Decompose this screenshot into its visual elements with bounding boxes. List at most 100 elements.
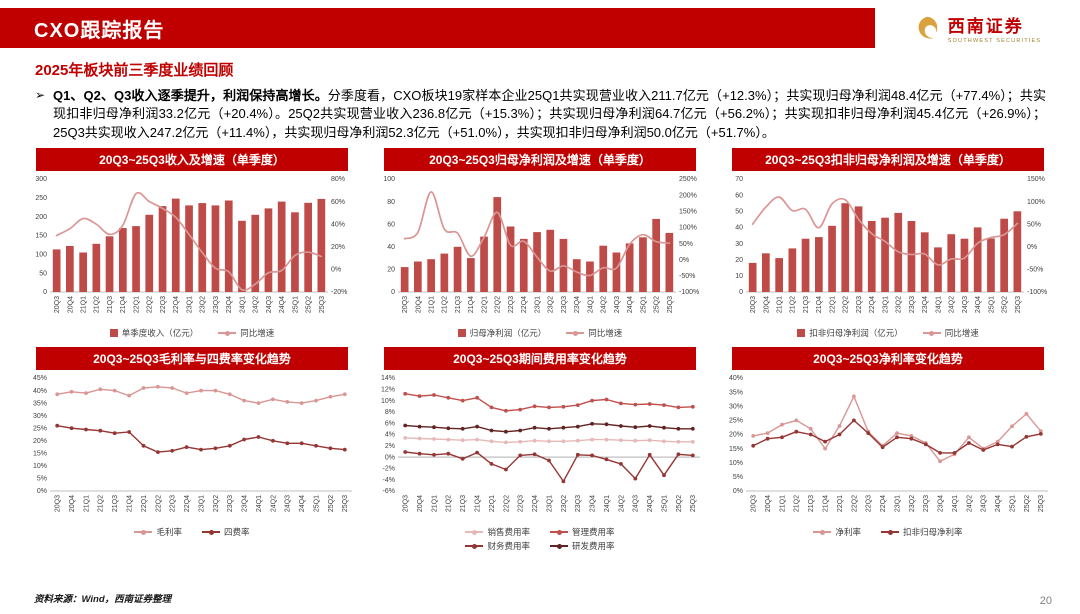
legend-label: 扣非归母净利率 <box>903 527 963 538</box>
svg-text:25%: 25% <box>729 418 743 425</box>
svg-text:23Q3: 23Q3 <box>923 495 930 512</box>
chart-title-expense-ratio: 20Q3~25Q3期间费用率变化趋势 <box>384 347 696 371</box>
svg-text:22Q4: 22Q4 <box>521 296 528 313</box>
svg-text:23Q1: 23Q1 <box>894 495 901 512</box>
legend-line-dot <box>819 529 825 535</box>
svg-text:21Q3: 21Q3 <box>803 296 810 313</box>
svg-text:0%: 0% <box>331 267 341 274</box>
legend-item: 管理费用率 <box>550 526 615 538</box>
svg-text:20Q3: 20Q3 <box>55 495 62 512</box>
svg-text:100: 100 <box>383 177 395 184</box>
svg-text:21Q4: 21Q4 <box>823 495 830 512</box>
legend-item: 同比增速 <box>922 327 979 339</box>
svg-text:24Q1: 24Q1 <box>604 495 611 512</box>
svg-text:8%: 8% <box>385 409 395 416</box>
svg-text:23Q4: 23Q4 <box>938 495 945 512</box>
svg-text:22Q1: 22Q1 <box>133 296 140 313</box>
svg-text:20%: 20% <box>33 438 47 445</box>
legend-line-swatch <box>550 529 568 535</box>
svg-text:22Q4: 22Q4 <box>869 296 876 313</box>
svg-text:15%: 15% <box>33 451 47 458</box>
legend-line-dot <box>556 529 562 535</box>
svg-text:24Q3: 24Q3 <box>614 296 621 313</box>
svg-text:20%: 20% <box>331 244 345 251</box>
svg-text:-2%: -2% <box>383 466 395 473</box>
svg-text:200%: 200% <box>679 193 697 200</box>
svg-text:21Q3: 21Q3 <box>112 495 119 512</box>
svg-text:24Q3: 24Q3 <box>981 495 988 512</box>
svg-text:22Q1: 22Q1 <box>837 495 844 512</box>
logo-text: 西南证券 SOUTHWEST SECURITIES <box>948 12 1042 44</box>
svg-text:22Q4: 22Q4 <box>184 495 191 512</box>
svg-text:50%: 50% <box>1027 222 1041 229</box>
svg-text:24Q3: 24Q3 <box>962 296 969 313</box>
chart-cell-net-profit: 20Q3~25Q3归母净利润及增速（单季度） 0 20 40 60 80 100 -100%… <box>370 146 710 339</box>
svg-text:23Q4: 23Q4 <box>590 495 597 512</box>
svg-text:50%: 50% <box>679 241 693 248</box>
legend-line-dot <box>224 330 230 336</box>
svg-text:23Q2: 23Q2 <box>561 495 568 512</box>
svg-text:22Q4: 22Q4 <box>173 296 180 313</box>
svg-text:20Q4: 20Q4 <box>763 296 770 313</box>
summary-body: 分季度看，CXO板块19家样本企业25Q1共实现营业收入211.7亿元（+12.… <box>53 88 1046 140</box>
svg-text:250%: 250% <box>679 177 697 184</box>
svg-text:20Q4: 20Q4 <box>415 296 422 313</box>
svg-text:30: 30 <box>735 241 743 248</box>
svg-text:21Q1: 21Q1 <box>81 296 88 313</box>
legend-item: 净利率 <box>813 526 861 538</box>
svg-text:23Q1: 23Q1 <box>882 296 889 313</box>
svg-text:22Q3: 22Q3 <box>866 495 873 512</box>
svg-text:10%: 10% <box>729 460 743 467</box>
legend-item: 单季度收入（亿元） <box>109 327 198 339</box>
charts-grid: 20Q3~25Q3收入及增速（单季度） 0 50 100 150 200 250 300 -2… <box>22 146 1058 552</box>
svg-text:22Q2: 22Q2 <box>155 495 162 512</box>
svg-text:25Q2: 25Q2 <box>306 296 313 313</box>
svg-text:25Q3: 25Q3 <box>342 495 349 512</box>
legend-line-swatch <box>881 529 899 535</box>
chart-cell-expense-ratio: 20Q3~25Q3期间费用率变化趋势 -6% -4% -2% 0% 2% 4% 6% 8% 10… <box>370 345 710 552</box>
svg-text:20Q4: 20Q4 <box>765 495 772 512</box>
svg-text:21Q4: 21Q4 <box>120 296 127 313</box>
svg-text:20Q4: 20Q4 <box>67 296 74 313</box>
svg-text:22Q1: 22Q1 <box>829 296 836 313</box>
section-title: 2025年板块前三季度业绩回顾 <box>35 62 234 79</box>
chart-cell-gross-margin: 20Q3~25Q3毛利率与四费率变化趋势 0% 5% 10% 15% 20% 25% 30%… <box>22 345 362 552</box>
svg-text:5%: 5% <box>733 474 743 481</box>
svg-text:12%: 12% <box>381 387 395 394</box>
svg-text:25Q3: 25Q3 <box>667 296 674 313</box>
legend-label: 同比增速 <box>240 328 275 339</box>
legend-line-swatch <box>134 529 153 535</box>
svg-text:22Q3: 22Q3 <box>518 495 525 512</box>
svg-text:23Q4: 23Q4 <box>574 296 581 313</box>
svg-text:21Q3: 21Q3 <box>107 296 114 313</box>
legend-item: 扣非归母净利润（亿元） <box>797 327 903 339</box>
chart-title-gross-margin: 20Q3~25Q3毛利率与四费率变化趋势 <box>36 347 348 371</box>
legend-label: 四费率 <box>224 527 250 538</box>
legend-line-dot <box>140 529 146 535</box>
svg-text:24Q4: 24Q4 <box>299 495 306 512</box>
svg-text:150: 150 <box>35 233 47 240</box>
svg-text:300: 300 <box>35 177 47 184</box>
legend-label: 销售费用率 <box>487 527 530 538</box>
svg-text:23Q2: 23Q2 <box>213 495 220 512</box>
svg-text:24Q4: 24Q4 <box>995 495 1002 512</box>
svg-text:21Q4: 21Q4 <box>816 296 823 313</box>
svg-text:24Q2: 24Q2 <box>601 296 608 313</box>
svg-text:-50%: -50% <box>1027 267 1043 274</box>
company-logo: 西南证券 SOUTHWEST SECURITIES <box>875 8 1080 48</box>
svg-text:20Q3: 20Q3 <box>402 296 409 313</box>
svg-text:21Q4: 21Q4 <box>475 495 482 512</box>
logo-company-subname: SOUTHWEST SECURITIES <box>947 38 1042 44</box>
logo-company-name: 西南证券 <box>947 17 1024 36</box>
svg-text:25Q1: 25Q1 <box>292 296 299 313</box>
deducted-net-profit-growth-chart: 0 10 20 30 40 50 60 70 -100% -50% 0% 50% 100% 150% 20Q… <box>735 177 1047 314</box>
svg-text:-50%: -50% <box>679 273 695 280</box>
svg-text:22Q1: 22Q1 <box>141 495 148 512</box>
svg-text:23Q2: 23Q2 <box>909 495 916 512</box>
svg-text:25Q1: 25Q1 <box>1009 495 1016 512</box>
svg-text:40%: 40% <box>729 376 743 383</box>
svg-text:25Q3: 25Q3 <box>1038 495 1045 512</box>
legend-line-dot <box>471 529 477 535</box>
svg-text:24Q2: 24Q2 <box>270 495 277 512</box>
legend-line-dot <box>556 543 562 549</box>
